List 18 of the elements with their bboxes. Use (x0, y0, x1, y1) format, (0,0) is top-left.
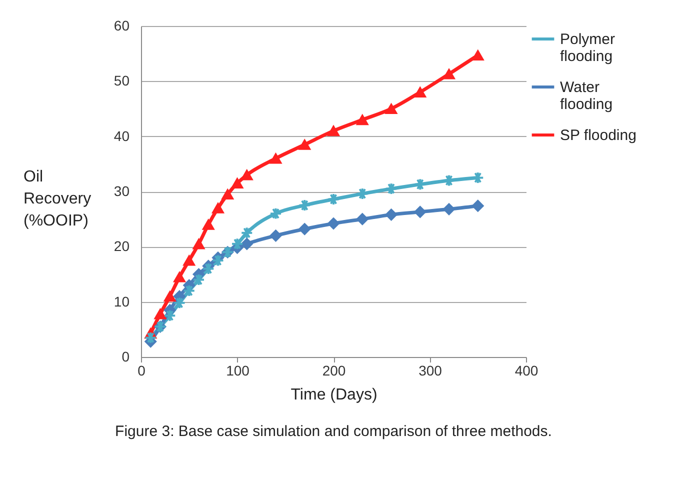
legend-label: Polymer flooding (560, 31, 616, 65)
x-tick-label: 400 (514, 362, 538, 378)
y-tick-label: 30 (114, 183, 130, 199)
y-tick-label: 40 (114, 128, 130, 144)
x-tick-label: 0 (138, 362, 146, 378)
legend-label: Water flooding (560, 79, 613, 113)
y-axis-title: Oil Recovery (%OOIP) (24, 168, 92, 230)
x-tick-label: 300 (418, 362, 442, 378)
caption: Figure 3: Base case simulation and comparison of three methods. (115, 423, 552, 440)
y-tick-label: 20 (114, 238, 130, 254)
y-tick-label: 50 (114, 72, 130, 89)
x-tick-label: 200 (322, 362, 346, 378)
x-axis-title: Time (Days) (290, 386, 378, 404)
y-tick-label: 0 (122, 348, 130, 364)
y-tick-label: 60 (114, 18, 130, 34)
y-tick-label: 10 (114, 293, 130, 310)
legend-label: SP flooding (560, 127, 636, 144)
x-tick-label: 100 (226, 362, 250, 378)
